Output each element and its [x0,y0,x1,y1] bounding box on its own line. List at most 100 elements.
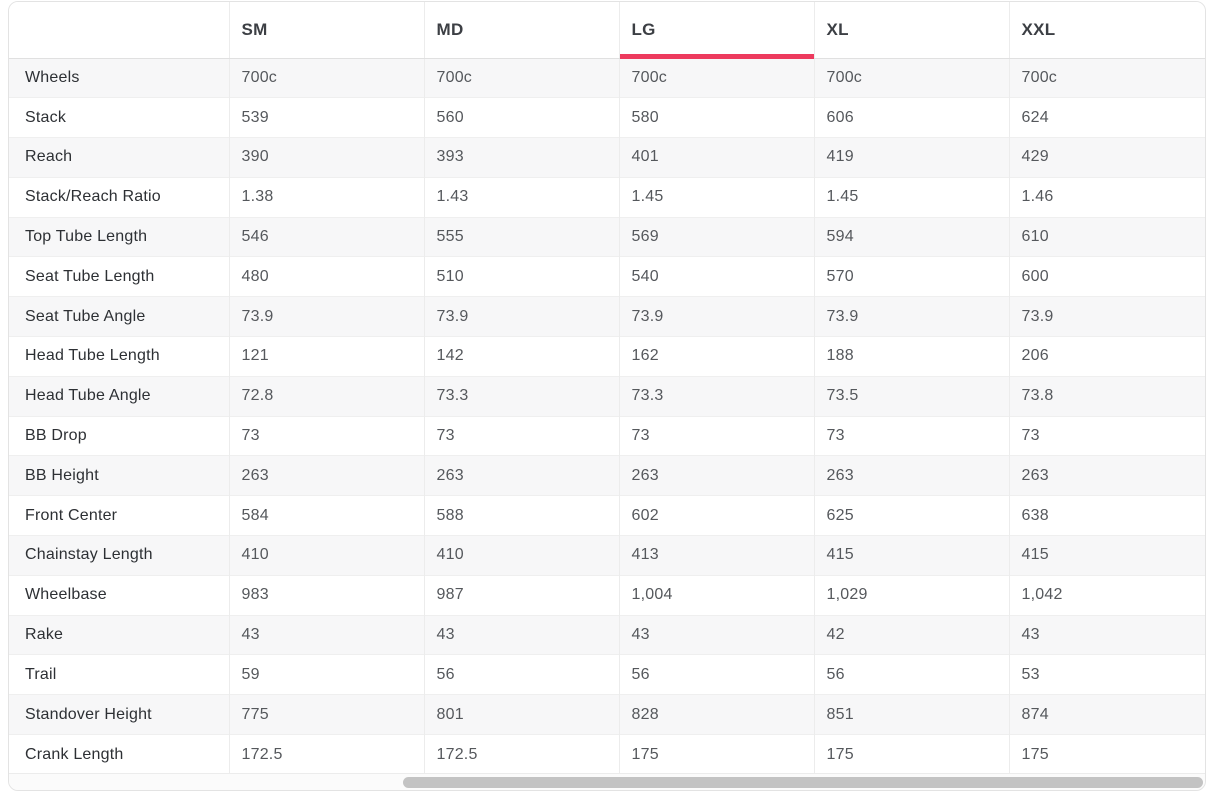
size-tab-sm[interactable]: SM [228,2,424,59]
spec-value-cell: 588 [423,495,619,536]
spec-label-cell: Trail [9,654,229,695]
spec-value-cell: 480 [228,256,424,297]
spec-value-cell: 801 [423,694,619,735]
spec-value-cell: 73 [423,415,619,456]
spec-value-cell: 851 [813,694,1009,735]
table-row: Wheelbase 983 987 1,004 1,029 1,042 [9,574,1205,616]
table-row: Trail 59 56 56 56 53 [9,654,1205,695]
spec-value-cell: 42 [813,614,1009,655]
spec-value-cell: 56 [813,654,1009,695]
spec-value-cell: 983 [228,574,424,616]
spec-value-cell: 1.45 [618,176,814,218]
spec-label-cell: Front Center [9,495,229,536]
spec-value-cell: 43 [423,614,619,655]
size-tab-xl[interactable]: XL [813,2,1009,59]
spec-label-cell: Head Tube Angle [9,375,229,417]
spec-label-cell: Crank Length [9,734,229,775]
spec-value-cell: 43 [228,614,424,655]
spec-label-cell: Wheels [9,58,229,98]
spec-value-cell: 546 [228,216,424,257]
spec-value-cell: 172.5 [423,734,619,775]
spec-value-cell: 584 [228,495,424,536]
spec-value-cell: 610 [1008,216,1205,257]
table-row: Reach 390 393 401 419 429 [9,137,1205,178]
spec-value-cell: 539 [228,97,424,138]
spec-value-cell: 1.45 [813,176,1009,218]
spec-label-cell: Standover Height [9,694,229,735]
spec-value-cell: 540 [618,256,814,297]
spec-value-cell: 73 [813,415,1009,456]
spec-label-cell: Chainstay Length [9,535,229,576]
spec-value-cell: 73.9 [618,296,814,337]
spec-value-cell: 73.8 [1008,375,1205,417]
spec-value-cell: 393 [423,137,619,178]
spec-value-cell: 73.5 [813,375,1009,417]
spec-value-cell: 510 [423,256,619,297]
spec-value-cell: 1.46 [1008,176,1205,218]
table-row: Stack/Reach Ratio 1.38 1.43 1.45 1.45 1.46 [9,176,1205,218]
spec-value-cell: 401 [618,137,814,178]
spec-value-cell: 263 [813,455,1009,496]
spec-value-cell: 700c [1008,58,1205,98]
corner-header-cell [9,2,229,59]
spec-label-cell: Reach [9,137,229,178]
table-row: BB Height 263 263 263 263 263 [9,455,1205,496]
spec-value-cell: 555 [423,216,619,257]
spec-value-cell: 1,042 [1008,574,1205,616]
spec-value-cell: 263 [228,455,424,496]
spec-value-cell: 419 [813,137,1009,178]
spec-value-cell: 828 [618,694,814,735]
spec-value-cell: 73.3 [423,375,619,417]
spec-value-cell: 43 [618,614,814,655]
spec-label-cell: BB Height [9,455,229,496]
spec-value-cell: 410 [228,535,424,576]
spec-value-cell: 263 [423,455,619,496]
spec-value-cell: 410 [423,535,619,576]
spec-value-cell: 700c [228,58,424,98]
spec-value-cell: 874 [1008,694,1205,735]
spec-label-cell: Stack [9,97,229,138]
spec-value-cell: 1,029 [813,574,1009,616]
geometry-table-card: SM MD LG XL XXL Wheels 700c 700c 700c 700c 700c St… [8,1,1206,791]
spec-value-cell: 175 [1008,734,1205,775]
spec-label-cell: Rake [9,614,229,655]
table-row: Top Tube Length 546 555 569 594 610 [9,216,1205,257]
table-row: Front Center 584 588 602 625 638 [9,495,1205,536]
horizontal-scrollbar-thumb[interactable] [403,777,1203,788]
spec-value-cell: 73 [1008,415,1205,456]
spec-value-cell: 413 [618,535,814,576]
spec-value-cell: 56 [423,654,619,695]
spec-label-cell: Top Tube Length [9,216,229,257]
spec-value-cell: 43 [1008,614,1205,655]
spec-label-cell: Stack/Reach Ratio [9,176,229,218]
spec-label-cell: Seat Tube Length [9,256,229,297]
spec-value-cell: 1.43 [423,176,619,218]
spec-value-cell: 415 [1008,535,1205,576]
spec-value-cell: 263 [618,455,814,496]
horizontal-scrollbar-track[interactable] [9,773,1205,790]
spec-value-cell: 175 [618,734,814,775]
size-tab-lg[interactable]: LG [618,2,814,59]
size-tab-md[interactable]: MD [423,2,619,59]
spec-value-cell: 73 [618,415,814,456]
table-row: Head Tube Angle 72.8 73.3 73.3 73.5 73.8 [9,375,1205,417]
spec-value-cell: 569 [618,216,814,257]
spec-value-cell: 429 [1008,137,1205,178]
table-row: Head Tube Length 121 142 162 188 206 [9,336,1205,377]
spec-value-cell: 73.3 [618,375,814,417]
spec-value-cell: 1.38 [228,176,424,218]
size-tab-xxl[interactable]: XXL [1008,2,1205,59]
spec-value-cell: 72.8 [228,375,424,417]
spec-value-cell: 1,004 [618,574,814,616]
table-row: Chainstay Length 410 410 413 415 415 [9,535,1205,576]
geometry-table: SM MD LG XL XXL Wheels 700c 700c 700c 700c 700c St… [9,2,1205,775]
spec-value-cell: 142 [423,336,619,377]
spec-value-cell: 73.9 [423,296,619,337]
spec-value-cell: 580 [618,97,814,138]
spec-value-cell: 415 [813,535,1009,576]
table-row: Seat Tube Angle 73.9 73.9 73.9 73.9 73.9 [9,296,1205,337]
spec-value-cell: 625 [813,495,1009,536]
spec-value-cell: 175 [813,734,1009,775]
spec-value-cell: 602 [618,495,814,536]
spec-value-cell: 56 [618,654,814,695]
